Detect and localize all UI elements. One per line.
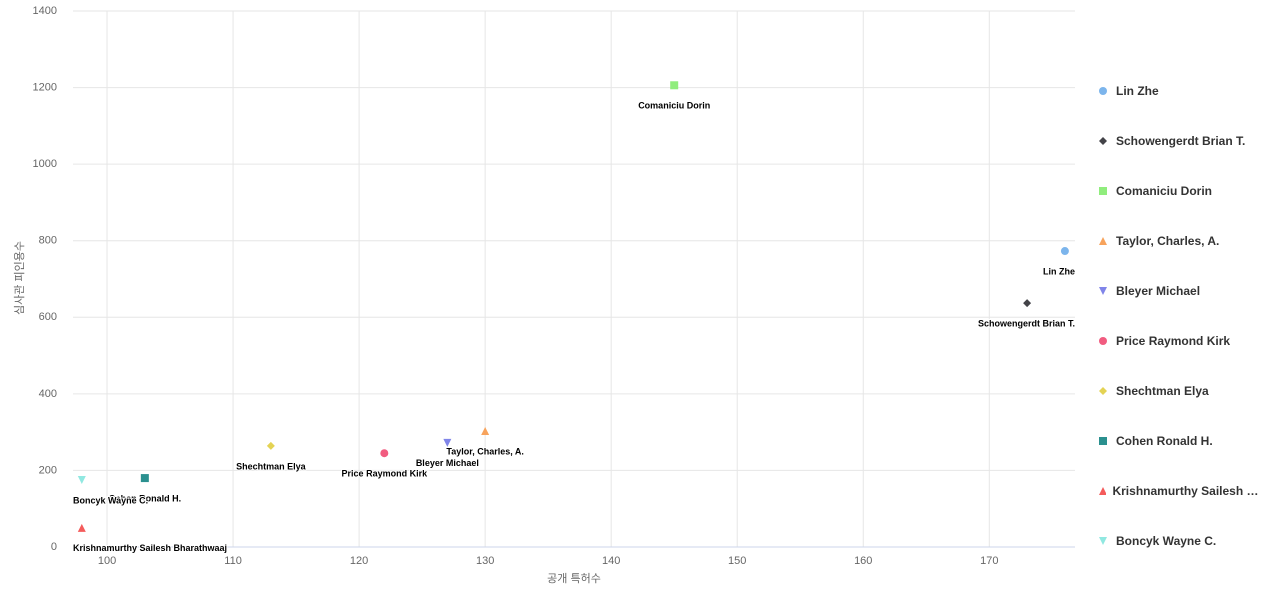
legend-item[interactable]: Boncyk Wayne C.: [1096, 531, 1266, 551]
x-tick-label: 160: [854, 555, 872, 567]
y-tick-label: 800: [39, 235, 57, 247]
y-tick-label: 1200: [33, 81, 57, 93]
y-tick-label: 400: [39, 388, 57, 400]
data-label: Taylor, Charles, A.: [446, 446, 524, 456]
legend-symbol: [1099, 237, 1107, 245]
legend-marker: [1099, 537, 1107, 545]
legend-symbol: [1099, 437, 1107, 445]
legend-marker: [1099, 437, 1107, 445]
legend-symbol: [1099, 487, 1107, 495]
x-tick-label: 100: [98, 555, 116, 567]
data-point: [380, 449, 389, 458]
x-tick-label: 170: [980, 555, 998, 567]
data-point: [77, 476, 86, 484]
legend-item[interactable]: Price Raymond Kirk: [1096, 331, 1266, 351]
data-point: [670, 81, 679, 90]
legend-symbol: [1099, 287, 1107, 295]
legend-label: Price Raymond Kirk: [1116, 334, 1231, 348]
data-point: [1023, 299, 1032, 308]
legend-label: Shechtman Elya: [1116, 384, 1209, 398]
legend-item[interactable]: Shechtman Elya: [1096, 381, 1266, 401]
legend-label: Krishnamurthy Sailesh Bharathwaaj: [1112, 484, 1266, 498]
legend-item[interactable]: Cohen Ronald H.: [1096, 431, 1266, 451]
data-point: [140, 474, 149, 483]
x-tick-label: 150: [728, 555, 746, 567]
legend-symbol: [1099, 537, 1107, 545]
data-label: Price Raymond Kirk: [342, 469, 429, 479]
y-tick-label: 1000: [33, 158, 57, 170]
x-axis-title: 공개 특허수: [547, 572, 601, 585]
data-label: Lin Zhe: [1043, 266, 1075, 276]
legend-label: Boncyk Wayne C.: [1116, 534, 1217, 548]
data-point: [77, 523, 86, 532]
legend-symbol: [1099, 187, 1107, 195]
legend-item[interactable]: Lin Zhe: [1096, 81, 1266, 101]
legend-marker: [1099, 187, 1107, 195]
data-point: [481, 426, 490, 435]
legend-label: Bleyer Michael: [1116, 284, 1201, 298]
legend-label: Comaniciu Dorin: [1116, 184, 1213, 198]
legend-item[interactable]: Bleyer Michael: [1096, 281, 1266, 301]
y-axis-title: 심사관 피인용수: [13, 241, 26, 315]
x-tick-label: 110: [224, 555, 242, 567]
legend-symbol: [1099, 87, 1107, 95]
legend-item[interactable]: Taylor, Charles, A.: [1096, 231, 1266, 251]
data-label: Boncyk Wayne C.: [73, 495, 148, 505]
legend-symbol: [1099, 387, 1107, 395]
legend-symbol: [1099, 137, 1107, 145]
legend-symbol: [1099, 337, 1107, 345]
legend-label: Taylor, Charles, A.: [1116, 234, 1220, 248]
legend-marker: [1099, 337, 1107, 345]
legend-marker: [1099, 237, 1107, 245]
legend-item[interactable]: Krishnamurthy Sailesh Bharathwaaj: [1096, 481, 1266, 501]
data-label: Shechtman Elya: [236, 461, 307, 471]
legend-label: Schowengerdt Brian T.: [1116, 134, 1246, 148]
x-tick-label: 140: [602, 555, 620, 567]
data-label: Cohen Ronald H.: [109, 493, 182, 503]
legend-marker: [1099, 137, 1107, 145]
y-tick-label: 200: [39, 464, 57, 476]
legend-label: Cohen Ronald H.: [1116, 434, 1213, 448]
y-tick-label: 0: [51, 541, 57, 553]
x-tick-label: 120: [350, 555, 368, 567]
x-tick-label: 130: [476, 555, 494, 567]
y-tick-label: 600: [39, 311, 57, 323]
chart: 공개 특허수 심사관 피인용수 0 200 400 600 800 1000 1200 140…: [13, 5, 1076, 585]
data-label: Krishnamurthy Sailesh Bharathwaaj: [73, 543, 227, 553]
data-point: [1060, 247, 1069, 256]
data-label: Comaniciu Dorin: [638, 101, 710, 111]
legend-marker: [1099, 387, 1107, 395]
legend-item[interactable]: Comaniciu Dorin: [1096, 181, 1266, 201]
legend-label: Lin Zhe: [1116, 84, 1159, 98]
data-point: [443, 438, 452, 447]
data-label: Schowengerdt Brian T.: [978, 318, 1075, 328]
y-tick-label: 1400: [33, 5, 57, 17]
data-label: Bleyer Michael: [416, 458, 479, 468]
legend-item[interactable]: Schowengerdt Brian T.: [1096, 131, 1266, 151]
legend-marker: [1099, 287, 1107, 295]
legend-marker: [1099, 487, 1107, 495]
legend-marker: [1099, 87, 1107, 95]
data-point: [266, 441, 275, 450]
